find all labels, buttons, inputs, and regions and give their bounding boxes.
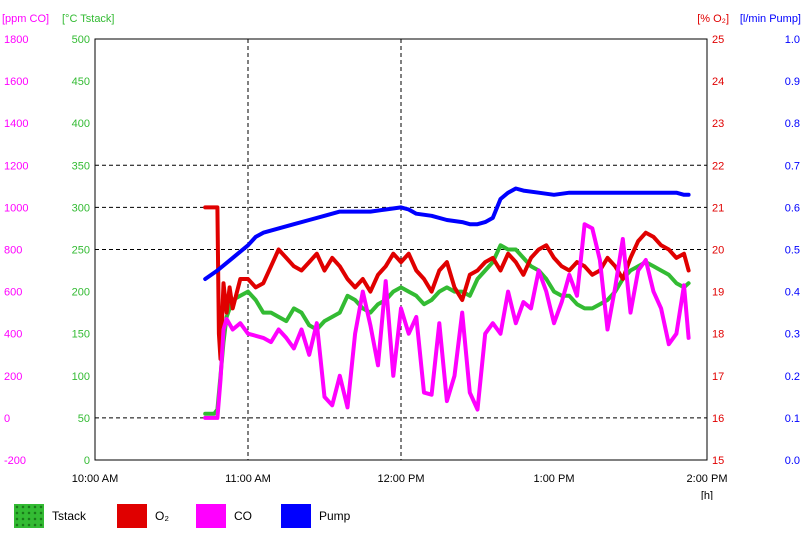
co-tick-label: 1800: [4, 34, 28, 46]
legend-swatch-tstack: [14, 504, 44, 528]
o2-tick-label: 19: [712, 287, 724, 299]
tick-labels: -200 0 200 400 600 800 1000 1200 1400 1600 1800 0 50…: [4, 34, 800, 485]
o2-tick-label: 16: [712, 413, 724, 425]
tstack-axis-header: [°C Tstack]: [62, 13, 115, 25]
co-tick-label: 600: [4, 287, 22, 299]
legend-label-o2: O₂: [155, 509, 169, 523]
pump-tick-label: 0.7: [785, 160, 800, 172]
tstack-tick-label: 500: [72, 34, 90, 46]
grid: [95, 39, 707, 460]
series-line-co: [203, 222, 691, 420]
tstack-tick-label: 450: [72, 76, 90, 88]
o2-tick-label: 17: [712, 371, 724, 383]
series-line-pump: [203, 186, 691, 281]
series-line-o: [203, 205, 691, 361]
legend-item-pump: Pump: [281, 504, 350, 528]
tstack-tick-label: 0: [84, 455, 90, 467]
co-axis-header: [ppm CO]: [2, 13, 49, 25]
tstack-tick-label: 150: [72, 329, 90, 341]
pump-tick-label: 0.2: [785, 371, 800, 383]
co-tick-label: 800: [4, 245, 22, 257]
o2-tick-label: 21: [712, 202, 724, 214]
co-tick-label: 400: [4, 329, 22, 341]
chart-svg: -200 0 200 400 600 800 1000 1200 1400 1600 1800 0 50…: [2, 13, 801, 500]
legend-swatch-o2: [117, 504, 147, 528]
legend-label-co: CO: [234, 509, 252, 523]
tstack-tick-label: 100: [72, 371, 90, 383]
pump-tick-label: 0.8: [785, 118, 800, 130]
pump-tick-label: 0.9: [785, 76, 800, 88]
pump-tick-label: 0.0: [785, 455, 800, 467]
o2-tick-label: 25: [712, 34, 724, 46]
co-tick-label: 1400: [4, 118, 28, 130]
x-tick-label: 12:00 PM: [377, 473, 424, 485]
tstack-tick-label: 250: [72, 245, 90, 257]
o2-tick-label: 23: [712, 118, 724, 130]
x-tick-label: 11:00 AM: [225, 473, 271, 485]
tstack-tick-label: 350: [72, 160, 90, 172]
x-axis-unit: [h]: [701, 490, 713, 500]
x-tick-label: 2:00 PM: [687, 473, 728, 485]
o2-tick-label: 24: [712, 76, 724, 88]
co-tick-label: 200: [4, 371, 22, 383]
legend-item-tstack: Tstack: [14, 504, 86, 528]
legend: Tstack O₂ CO Pump: [0, 500, 804, 530]
tstack-tick-label: 50: [78, 413, 90, 425]
pump-tick-label: 1.0: [785, 34, 800, 46]
tstack-tick-label: 300: [72, 202, 90, 214]
co-tick-label: 1200: [4, 160, 28, 172]
co-tick-label: -200: [4, 455, 26, 467]
o2-tick-label: 18: [712, 329, 724, 341]
pump-tick-label: 0.6: [785, 202, 800, 214]
legend-item-o2: O₂: [117, 504, 169, 528]
o2-tick-label: 20: [712, 245, 724, 257]
tstack-tick-label: 200: [72, 287, 90, 299]
pump-tick-label: 0.5: [785, 245, 800, 257]
o2-tick-label: 22: [712, 160, 724, 172]
legend-label-pump: Pump: [319, 509, 351, 523]
axis-headers: [ppm CO] [°C Tstack] [% O₂] [l/min Pump]…: [2, 13, 801, 500]
co-tick-label: 1000: [4, 202, 28, 214]
series-line-tstack: [203, 243, 691, 416]
pump-tick-label: 0.1: [785, 413, 800, 425]
x-tick-label: 1:00 PM: [534, 473, 575, 485]
series-lines: [203, 186, 691, 420]
legend-label-tstack: Tstack: [52, 509, 87, 523]
pump-tick-label: 0.3: [785, 329, 800, 341]
x-tick-label: 10:00 AM: [72, 473, 118, 485]
plot-frame: [94, 38, 708, 461]
o2-tick-label: 15: [712, 455, 724, 467]
o2-axis-header: [% O₂]: [697, 13, 729, 25]
legend-item-co: CO: [196, 504, 252, 528]
co-tick-label: 1600: [4, 76, 28, 88]
legend-swatch-pump: [281, 504, 311, 528]
legend-swatch-co: [196, 504, 226, 528]
pump-axis-header: [l/min Pump]: [740, 13, 801, 25]
co-tick-label: 0: [4, 413, 10, 425]
pump-tick-label: 0.4: [785, 287, 800, 299]
tstack-tick-label: 400: [72, 118, 90, 130]
